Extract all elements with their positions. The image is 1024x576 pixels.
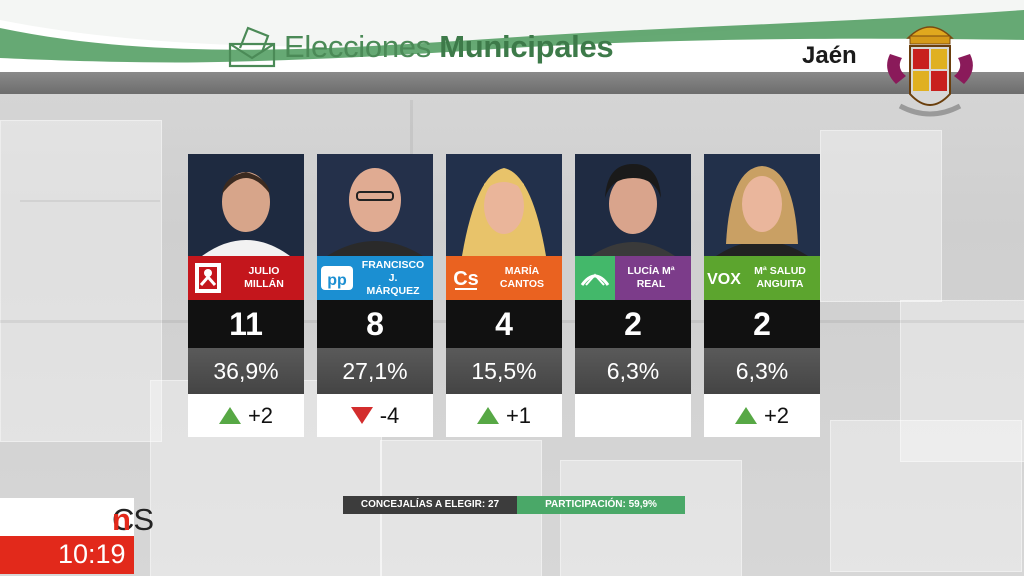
candidate-photo <box>575 154 691 256</box>
candidate-photo <box>704 154 820 256</box>
header-swoosh <box>0 0 1024 72</box>
candidate-photo <box>446 154 562 256</box>
triangle-up-icon <box>476 407 499 424</box>
candidate-change: -4 <box>317 394 433 437</box>
candidate-first-name: Mª SALUD <box>754 265 806 277</box>
candidate-change <box>575 394 691 437</box>
candidate-card: Cs MARÍA CANTOS 4 15,5% +1 <box>446 154 562 437</box>
candidate-photo <box>188 154 304 256</box>
triangle-down-icon <box>350 407 373 424</box>
candidate-card: VOX Mª SALUD ANGUITA 2 6,3% +2 <box>704 154 820 437</box>
candidate-last-name: CANTOS <box>499 278 545 290</box>
vox-logo: VOX <box>704 256 744 300</box>
candidate-percent: 15,5% <box>446 348 562 394</box>
candidate-seats: 4 <box>446 300 562 348</box>
candidate-first-name: JULIO <box>248 265 280 277</box>
candidate-seats: 8 <box>317 300 433 348</box>
candidate-last-name: MÁRQUEZ <box>366 284 420 297</box>
triangle-up-icon <box>734 407 757 424</box>
candidate-name-bar: Cs MARÍA CANTOS <box>446 256 562 300</box>
title-municipales: Municipales <box>439 29 614 64</box>
page-title: Elecciones Municipales <box>228 22 614 72</box>
candidate-seats: 11 <box>188 300 304 348</box>
candidate-change-value: +1 <box>505 402 532 428</box>
candidate-percent: 6,3% <box>704 348 820 394</box>
participacion-label: PARTICIPACIÓN: 59,9% <box>517 496 685 514</box>
candidate-seats: 2 <box>704 300 820 348</box>
psoe-logo <box>188 256 228 300</box>
envelope-ballot-icon <box>228 26 276 68</box>
candidate-change: +1 <box>446 394 562 437</box>
candidate-photo <box>317 154 433 256</box>
candidate-name-bar: JULIO MILLÁN <box>188 256 304 300</box>
candidate-change-value: -4 <box>379 402 400 428</box>
candidate-change-value: +2 <box>247 402 274 428</box>
svg-text:pp: pp <box>327 272 347 289</box>
candidate-first-name: MARÍA <box>504 265 540 277</box>
candidate-change-value: +2 <box>763 402 790 428</box>
candidate-percent: 36,9% <box>188 348 304 394</box>
city-name: Jaén <box>802 42 857 69</box>
pp-logo: pp <box>317 256 357 300</box>
candidate-name-bar: LUCÍA Mª REAL <box>575 256 691 300</box>
cs-logo: Cs <box>446 256 486 300</box>
candidate-change: +2 <box>704 394 820 437</box>
candidate-card: JULIO MILLÁN 11 36,9% +2 <box>188 154 304 437</box>
channel-logo: CS n 10:19 <box>0 498 154 576</box>
svg-text:VOX: VOX <box>707 271 741 288</box>
clock-time: 10:19 <box>58 539 126 569</box>
candidate-last-name: MILLÁN <box>244 278 284 290</box>
candidate-name-bar: VOX Mª SALUD ANGUITA <box>704 256 820 300</box>
candidate-last-name: REAL <box>636 278 666 290</box>
candidate-last-name: ANGUITA <box>756 278 804 290</box>
candidate-first-name: LUCÍA Mª <box>627 265 675 277</box>
header-bar: Elecciones Municipales Jaén <box>0 0 1024 94</box>
candidate-first-name: FRANCISCO J. <box>361 258 425 284</box>
candidate-card: pp FRANCISCO J. MÁRQUEZ 8 27,1% -4 <box>317 154 433 437</box>
candidate-change: +2 <box>188 394 304 437</box>
candidate-percent: 27,1% <box>317 348 433 394</box>
concejalias-label: CONCEJALÍAS A ELEGIR: 27 <box>343 496 517 514</box>
title-elecciones: Elecciones <box>284 29 440 64</box>
candidate-seats: 2 <box>575 300 691 348</box>
header-grey-band <box>0 72 1024 94</box>
coat-of-arms-icon <box>887 26 973 117</box>
candidate-percent: 6,3% <box>575 348 691 394</box>
svg-text:Cs: Cs <box>453 268 479 290</box>
candidate-name-bar: pp FRANCISCO J. MÁRQUEZ <box>317 256 433 300</box>
candidate-card: LUCÍA Mª REAL 2 6,3% <box>575 154 691 437</box>
adelante-logo <box>575 256 615 300</box>
triangle-up-icon <box>218 407 241 424</box>
